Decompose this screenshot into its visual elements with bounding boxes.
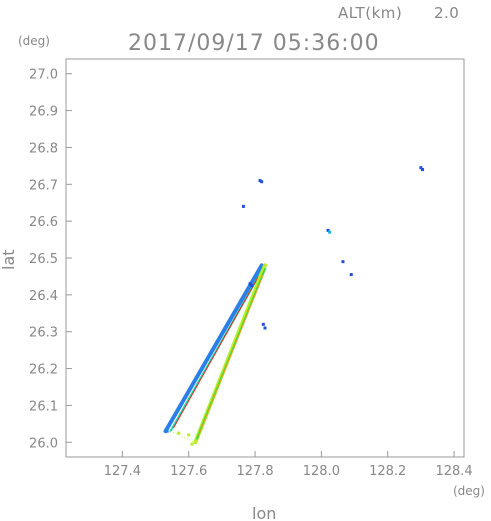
- axis-ticks: 127.4 127.6 127.8 128.0 128.2 128.4 26.0 26.1 26…: [29, 68, 473, 479]
- y-tick-label-7: 26.7: [29, 178, 58, 193]
- y-tick-label-8: 26.8: [29, 141, 58, 156]
- echo-point-7: [419, 166, 423, 170]
- y-tick-label-0: 26.0: [29, 436, 58, 451]
- echo-point-2: [241, 204, 245, 208]
- y-tick-label-10: 27.0: [29, 68, 58, 83]
- echo-point-6: [349, 273, 353, 277]
- y-tick-label-6: 26.6: [29, 215, 58, 230]
- x-tick-label-3: 128.0: [303, 464, 340, 479]
- echo-point-13: [165, 429, 169, 433]
- data-marks: [163, 166, 425, 446]
- streak-west-band-core: [173, 275, 259, 429]
- x-tick-label-1: 127.6: [170, 464, 207, 479]
- echo-point-12: [263, 326, 267, 330]
- echo-point-9: [248, 282, 252, 286]
- x-axis-label: lon: [252, 504, 276, 521]
- x-tick-label-2: 127.8: [236, 464, 273, 479]
- plot-frame: [65, 58, 465, 458]
- y-tick-label-3: 26.3: [29, 326, 58, 341]
- y-tick-label-5: 26.5: [29, 252, 58, 267]
- echo-point-10: [250, 284, 254, 288]
- echo-point-16: [190, 442, 194, 446]
- echo-point-11: [261, 322, 265, 326]
- echo-point-0: [258, 179, 262, 183]
- chart-title: 2017/09/17 05:36:00: [128, 31, 380, 56]
- altitude-label: ALT(km): [338, 4, 402, 22]
- x-tick-label-5: 128.4: [435, 464, 472, 479]
- y-tick-label-9: 26.9: [29, 105, 58, 120]
- echo-point-8: [421, 168, 425, 172]
- y-unit-label: (deg): [18, 34, 50, 48]
- echo-point-1: [260, 180, 264, 184]
- x-tick-label-4: 128.2: [369, 464, 406, 479]
- echo-point-5: [341, 260, 345, 264]
- y-axis-label: lat: [0, 249, 18, 270]
- streak-west-band-outer: [163, 263, 264, 434]
- y-tick-label-1: 26.1: [29, 399, 58, 414]
- streak-east-band-core: [198, 274, 264, 436]
- altitude-value: 2.0: [434, 4, 459, 22]
- echo-point-15: [177, 431, 181, 435]
- x-unit-label: (deg): [453, 484, 485, 498]
- echo-point-4: [328, 230, 332, 234]
- band-base-connector: [170, 430, 196, 443]
- x-tick-label-0: 127.4: [104, 464, 141, 479]
- y-tick-label-4: 26.4: [29, 289, 58, 304]
- echo-point-3: [326, 228, 330, 232]
- echo-point-14: [187, 433, 191, 437]
- y-tick-label-2: 26.2: [29, 363, 58, 378]
